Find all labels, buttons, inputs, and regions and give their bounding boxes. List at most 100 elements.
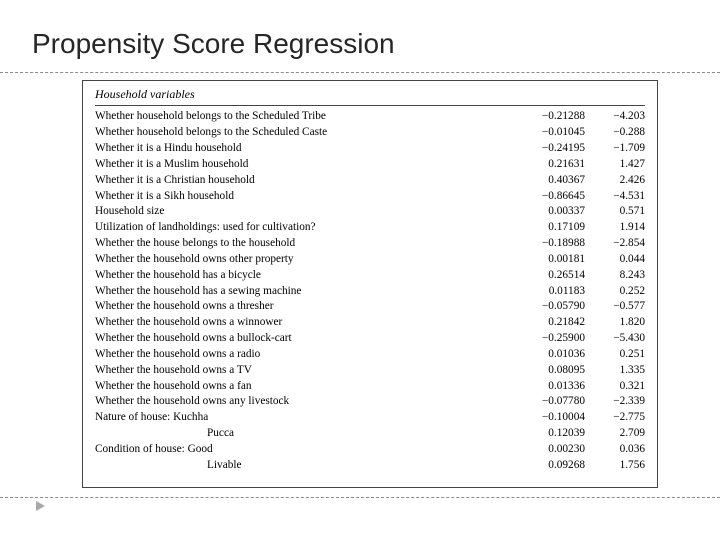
section-header: Household variables bbox=[95, 87, 645, 106]
row-label: Whether the household owns a bullock-car… bbox=[95, 331, 505, 347]
row-coef: −0.01045 bbox=[505, 125, 585, 141]
row-tstat: 2.709 bbox=[585, 426, 645, 442]
table-row: Whether the household owns other propert… bbox=[95, 252, 645, 268]
row-label: Whether the household owns a fan bbox=[95, 378, 505, 394]
row-coef: 0.00181 bbox=[505, 252, 585, 268]
row-tstat: 1.914 bbox=[585, 220, 645, 236]
table-row: Whether it is a Muslim household0.216311… bbox=[95, 157, 645, 173]
divider-bottom bbox=[0, 497, 720, 498]
row-label: Whether the household has a bicycle bbox=[95, 267, 505, 283]
row-label: Whether household belongs to the Schedul… bbox=[95, 125, 505, 141]
row-label: Utilization of landholdings: used for cu… bbox=[95, 220, 505, 236]
divider-top bbox=[0, 72, 720, 73]
row-coef: 0.08095 bbox=[505, 363, 585, 379]
row-tstat: 0.036 bbox=[585, 442, 645, 458]
row-coef: 0.12039 bbox=[505, 426, 585, 442]
row-label: Whether the household owns a thresher bbox=[95, 299, 505, 315]
table-row: Whether the household owns a fan0.013360… bbox=[95, 378, 645, 394]
row-label: Whether the household has a sewing machi… bbox=[95, 283, 505, 299]
table-row: Whether it is a Christian household0.403… bbox=[95, 172, 645, 188]
table-row: Condition of house: Good0.002300.036 bbox=[95, 442, 645, 458]
row-tstat: 0.321 bbox=[585, 378, 645, 394]
regression-table: Household variables Whether household be… bbox=[82, 80, 658, 488]
row-tstat: −0.288 bbox=[585, 125, 645, 141]
row-coef: 0.00230 bbox=[505, 442, 585, 458]
table-row: Whether the household owns a TV0.080951.… bbox=[95, 363, 645, 379]
row-tstat: −4.203 bbox=[585, 109, 645, 125]
table-row: Whether it is a Hindu household−0.24195−… bbox=[95, 141, 645, 157]
row-tstat: 1.335 bbox=[585, 363, 645, 379]
row-tstat: −2.775 bbox=[585, 410, 645, 426]
row-coef: −0.10004 bbox=[505, 410, 585, 426]
row-coef: 0.21631 bbox=[505, 157, 585, 173]
row-coef: 0.00337 bbox=[505, 204, 585, 220]
slide: Propensity Score Regression Household va… bbox=[0, 0, 720, 540]
row-label: Whether the household owns any livestock bbox=[95, 394, 505, 410]
row-coef: 0.01036 bbox=[505, 347, 585, 363]
row-tstat: −1.709 bbox=[585, 141, 645, 157]
table-row: Whether the house belongs to the househo… bbox=[95, 236, 645, 252]
row-coef: −0.05790 bbox=[505, 299, 585, 315]
table-row: Utilization of landholdings: used for cu… bbox=[95, 220, 645, 236]
row-label: Whether it is a Sikh household bbox=[95, 188, 505, 204]
table-row: Whether the household owns any livestock… bbox=[95, 394, 645, 410]
regression-rows: Whether household belongs to the Schedul… bbox=[95, 109, 645, 473]
row-coef: 0.40367 bbox=[505, 172, 585, 188]
table-row: Whether it is a Sikh household−0.86645−4… bbox=[95, 188, 645, 204]
table-row: Household size0.003370.571 bbox=[95, 204, 645, 220]
row-label: Livable bbox=[95, 458, 505, 474]
row-tstat: 0.044 bbox=[585, 252, 645, 268]
row-coef: 0.21842 bbox=[505, 315, 585, 331]
row-tstat: 0.571 bbox=[585, 204, 645, 220]
row-label: Whether it is a Christian household bbox=[95, 172, 505, 188]
row-coef: −0.25900 bbox=[505, 331, 585, 347]
page-title: Propensity Score Regression bbox=[32, 28, 395, 60]
row-coef: 0.01183 bbox=[505, 283, 585, 299]
row-tstat: −2.854 bbox=[585, 236, 645, 252]
row-label: Whether it is a Hindu household bbox=[95, 141, 505, 157]
row-tstat: 1.427 bbox=[585, 157, 645, 173]
table-row: Whether the household owns a winnower0.2… bbox=[95, 315, 645, 331]
table-row: Whether household belongs to the Schedul… bbox=[95, 125, 645, 141]
row-coef: 0.26514 bbox=[505, 267, 585, 283]
row-coef: 0.01336 bbox=[505, 378, 585, 394]
row-label: Household size bbox=[95, 204, 505, 220]
table-row: Livable0.092681.756 bbox=[95, 458, 645, 474]
table-row: Pucca0.120392.709 bbox=[95, 426, 645, 442]
row-label: Whether the household owns other propert… bbox=[95, 252, 505, 268]
table-row: Whether household belongs to the Schedul… bbox=[95, 109, 645, 125]
row-tstat: −0.577 bbox=[585, 299, 645, 315]
row-label: Whether the household owns a radio bbox=[95, 347, 505, 363]
table-row: Whether the household owns a bullock-car… bbox=[95, 331, 645, 347]
table-row: Whether the household has a bicycle0.265… bbox=[95, 267, 645, 283]
slide-marker-icon bbox=[36, 501, 45, 511]
row-tstat: 2.426 bbox=[585, 172, 645, 188]
row-label: Whether the household owns a TV bbox=[95, 363, 505, 379]
row-coef: 0.09268 bbox=[505, 458, 585, 474]
row-label: Nature of house: Kuchha bbox=[95, 410, 505, 426]
row-tstat: 1.820 bbox=[585, 315, 645, 331]
row-label: Condition of house: Good bbox=[95, 442, 505, 458]
row-tstat: 0.251 bbox=[585, 347, 645, 363]
row-tstat: −4.531 bbox=[585, 188, 645, 204]
row-tstat: 0.252 bbox=[585, 283, 645, 299]
row-label: Whether household belongs to the Schedul… bbox=[95, 109, 505, 125]
row-tstat: 1.756 bbox=[585, 458, 645, 474]
row-coef: −0.18988 bbox=[505, 236, 585, 252]
row-coef: −0.86645 bbox=[505, 188, 585, 204]
table-row: Whether the household has a sewing machi… bbox=[95, 283, 645, 299]
row-tstat: −5.430 bbox=[585, 331, 645, 347]
row-label: Whether the household owns a winnower bbox=[95, 315, 505, 331]
row-coef: −0.24195 bbox=[505, 141, 585, 157]
row-label: Pucca bbox=[95, 426, 505, 442]
row-label: Whether it is a Muslim household bbox=[95, 157, 505, 173]
table-row: Whether the household owns a radio0.0103… bbox=[95, 347, 645, 363]
table-row: Nature of house: Kuchha−0.10004−2.775 bbox=[95, 410, 645, 426]
table-row: Whether the household owns a thresher−0.… bbox=[95, 299, 645, 315]
row-tstat: −2.339 bbox=[585, 394, 645, 410]
row-coef: 0.17109 bbox=[505, 220, 585, 236]
row-label: Whether the house belongs to the househo… bbox=[95, 236, 505, 252]
row-coef: −0.21288 bbox=[505, 109, 585, 125]
row-coef: −0.07780 bbox=[505, 394, 585, 410]
row-tstat: 8.243 bbox=[585, 267, 645, 283]
